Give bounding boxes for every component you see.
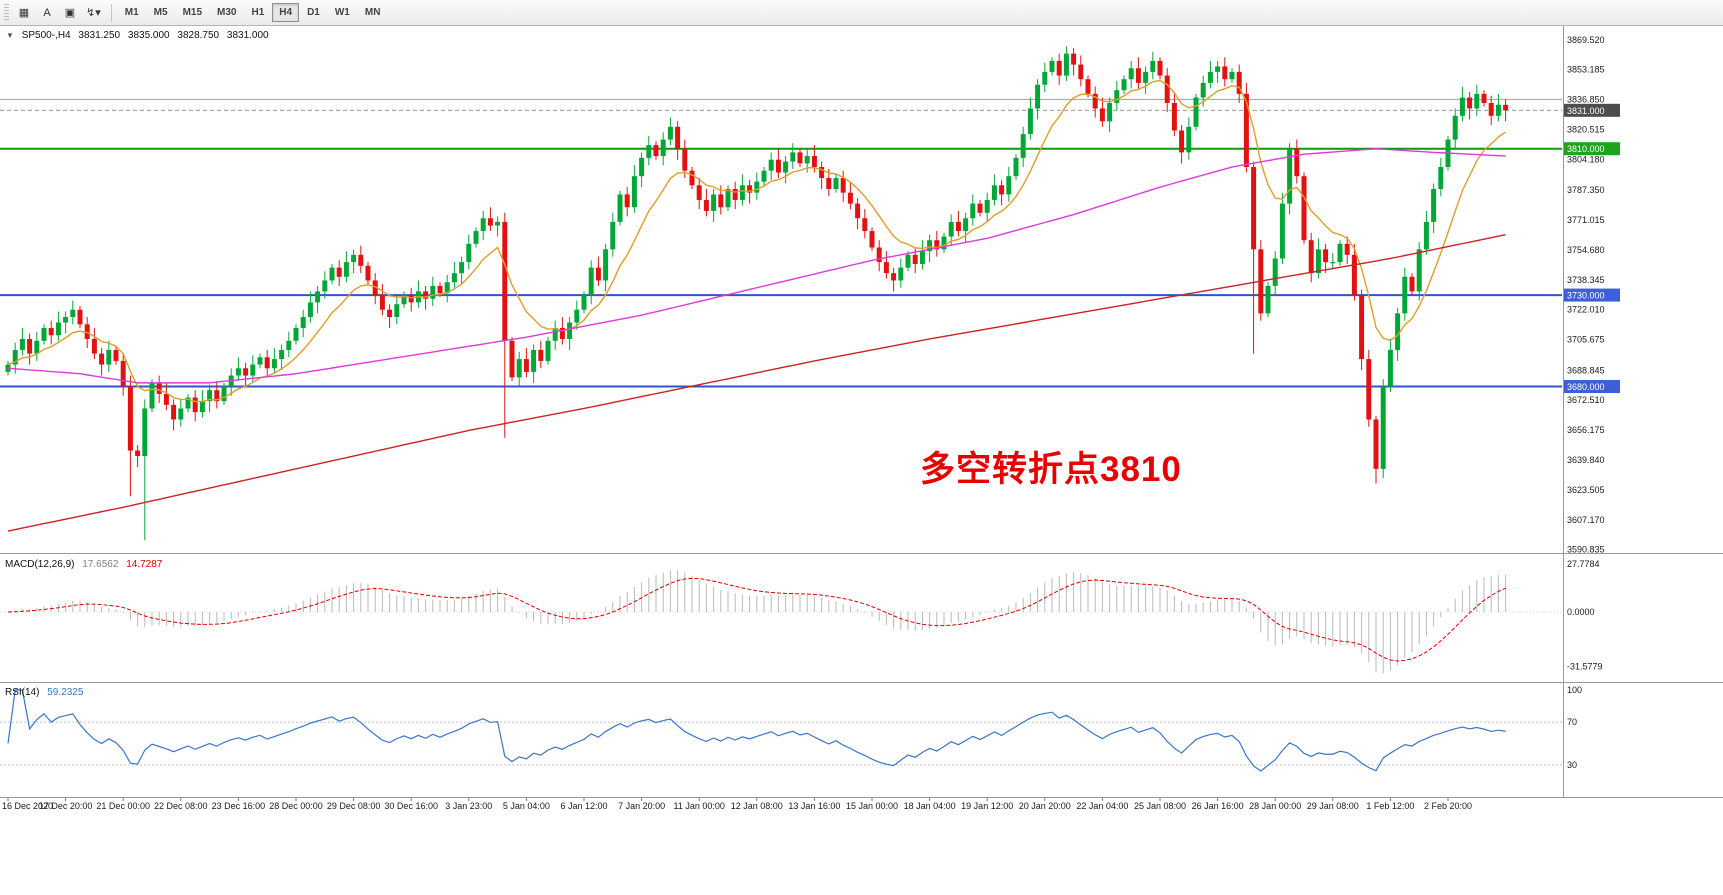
svg-text:22 Dec 08:00: 22 Dec 08:00 [154,801,208,811]
ohlc-high: 3835.000 [127,30,170,41]
ohlc-close: 3831.000 [226,30,269,41]
toolbar-separator [110,3,112,22]
svg-text:29 Dec 08:00: 29 Dec 08:00 [327,801,381,811]
macd-signal-value: 14.7287 [126,559,163,570]
svg-text:25 Jan 08:00: 25 Jan 08:00 [1134,801,1186,811]
timeframe-d1[interactable]: D1 [300,3,327,22]
svg-text:3787.350: 3787.350 [1567,185,1605,195]
svg-text:3590.835: 3590.835 [1567,545,1605,555]
macd-label: MACD(12,26,9) [5,559,75,570]
chart-window-icon[interactable]: ▣ [59,3,81,23]
timeframe-h1[interactable]: H1 [244,3,271,22]
svg-text:3623.505: 3623.505 [1567,485,1605,495]
svg-text:6 Jan 12:00: 6 Jan 12:00 [560,801,607,811]
svg-text:3680.000: 3680.000 [1567,382,1605,392]
svg-text:20 Jan 20:00: 20 Jan 20:00 [1019,801,1071,811]
svg-text:11 Jan 00:00: 11 Jan 00:00 [674,801,725,811]
svg-text:28 Jan 00:00: 28 Jan 00:00 [1249,801,1301,811]
timeframe-m15[interactable]: M15 [176,3,209,22]
svg-text:12 Jan 08:00: 12 Jan 08:00 [731,801,783,811]
ohlc-low: 3828.750 [177,30,220,41]
svg-text:28 Dec 00:00: 28 Dec 00:00 [269,801,323,811]
timeframe-w1[interactable]: W1 [328,3,357,22]
svg-text:30 Dec 16:00: 30 Dec 16:00 [384,801,438,811]
svg-text:70: 70 [1567,717,1577,727]
svg-text:3705.675: 3705.675 [1567,335,1605,345]
svg-text:22 Jan 04:00: 22 Jan 04:00 [1076,801,1128,811]
timeframe-m30[interactable]: M30 [210,3,243,22]
svg-text:19 Jan 12:00: 19 Jan 12:00 [961,801,1013,811]
rsi-label: RSI(14) [5,687,40,698]
svg-text:27.7784: 27.7784 [1567,559,1600,569]
svg-text:23 Dec 16:00: 23 Dec 16:00 [212,801,266,811]
svg-text:26 Jan 16:00: 26 Jan 16:00 [1192,801,1244,811]
timeframe-mn[interactable]: MN [358,3,388,22]
svg-text:3656.175: 3656.175 [1567,425,1605,435]
svg-text:3831.000: 3831.000 [1567,106,1605,116]
svg-text:7 Jan 20:00: 7 Jan 20:00 [618,801,665,811]
svg-text:3672.510: 3672.510 [1567,395,1605,405]
svg-text:21 Dec 00:00: 21 Dec 00:00 [96,801,150,811]
chart-symbol-period: SP500-,H4 [21,30,71,41]
svg-text:3771.015: 3771.015 [1567,215,1605,225]
svg-text:13 Jan 16:00: 13 Jan 16:00 [788,801,840,811]
chart-ohlc-header: ▼ SP500-,H4 3831.250 3835.000 3828.750 3… [6,30,274,41]
svg-text:3810.000: 3810.000 [1567,144,1605,154]
svg-text:1 Feb 12:00: 1 Feb 12:00 [1366,801,1414,811]
macd-header: MACD(12,26,9) 17.6562 14.7287 [5,559,167,570]
macd-main-value: 17.6562 [82,559,119,570]
svg-text:3853.185: 3853.185 [1567,65,1605,75]
svg-text:15 Jan 00:00: 15 Jan 00:00 [846,801,898,811]
svg-text:3836.850: 3836.850 [1567,95,1605,105]
svg-text:3820.515: 3820.515 [1567,124,1605,134]
timeframe-m5[interactable]: M5 [147,3,175,22]
top-toolbar: ▦ A ▣ ↯▾ M1 M5 M15 M30 H1 H4 D1 W1 MN [0,0,1723,26]
svg-text:0.0000: 0.0000 [1567,607,1595,617]
svg-text:3738.345: 3738.345 [1567,275,1605,285]
svg-text:17 Dec 20:00: 17 Dec 20:00 [39,801,93,811]
svg-text:-31.5779: -31.5779 [1567,661,1603,671]
svg-text:3730.000: 3730.000 [1567,291,1605,301]
text-label-tool-icon[interactable]: A [36,3,58,23]
svg-text:3607.170: 3607.170 [1567,515,1605,525]
svg-text:5 Jan 04:00: 5 Jan 04:00 [503,801,550,811]
svg-text:2 Feb 20:00: 2 Feb 20:00 [1424,801,1472,811]
toolbar-icon-group: ▦ A ▣ ↯▾ [13,3,105,23]
svg-text:16 Dec 2020: 16 Dec 2020 [2,801,53,811]
svg-text:3869.520: 3869.520 [1567,35,1605,45]
svg-text:30: 30 [1567,760,1577,770]
timeframe-group: M1 M5 M15 M30 H1 H4 D1 W1 MN [118,3,388,22]
svg-text:29 Jan 08:00: 29 Jan 08:00 [1307,801,1359,811]
new-chart-icon[interactable]: ▦ [13,3,35,23]
svg-text:18 Jan 04:00: 18 Jan 04:00 [904,801,956,811]
svg-text:3688.845: 3688.845 [1567,365,1605,375]
svg-text:3722.010: 3722.010 [1567,305,1605,315]
one-click-trading-icon[interactable]: ▼ [6,31,14,40]
svg-text:100: 100 [1567,685,1582,695]
rsi-value: 59.2325 [47,687,84,698]
rsi-header: RSI(14) 59.2325 [5,687,88,698]
toolbar-grip[interactable] [4,3,9,22]
svg-text:3 Jan 23:00: 3 Jan 23:00 [445,801,492,811]
svg-text:3639.840: 3639.840 [1567,455,1605,465]
svg-text:3804.180: 3804.180 [1567,154,1605,164]
svg-text:3754.680: 3754.680 [1567,245,1605,255]
indicators-dropdown-icon[interactable]: ↯▾ [82,3,105,23]
timeframe-h4[interactable]: H4 [272,3,300,22]
chart-annotation-text: 多空转折点3810 [920,450,1182,489]
ohlc-open: 3831.250 [78,30,121,41]
timeframe-m1[interactable]: M1 [118,3,146,22]
